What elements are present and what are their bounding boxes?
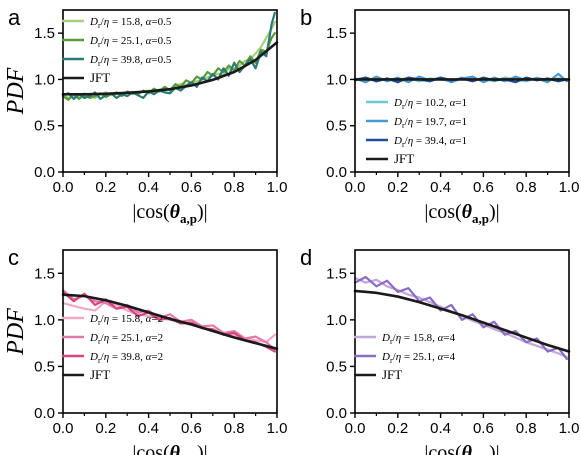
series-line-a-3 <box>61 41 279 96</box>
y-tick-label: 1.5 <box>326 25 347 42</box>
axes-frame <box>354 9 570 173</box>
x-axis-label: |cos(θa,p)| <box>424 201 499 226</box>
x-tick-label: 0.4 <box>430 179 451 196</box>
y-tick-label: 1.0 <box>326 312 347 329</box>
series-line-d-2 <box>353 289 571 353</box>
x-tick-label: 1.0 <box>267 179 288 196</box>
x-tick-label: 0.6 <box>181 420 202 437</box>
legend-entry: Dr/η = 15.8, α=4 <box>381 332 456 346</box>
x-tick-label: 0.8 <box>224 420 245 437</box>
y-tick-label: 0.5 <box>326 358 347 375</box>
x-tick-label: 0.0 <box>345 420 366 437</box>
legend-entry: Dr/η = 25.1, α=0.5 <box>89 35 172 49</box>
x-tick-label: 0.4 <box>430 420 451 437</box>
x-tick-label: 0.0 <box>53 420 74 437</box>
panel-label: c <box>8 245 19 270</box>
legend-entry: Dr/η = 19.7, α=1 <box>393 116 467 130</box>
x-tick-label: 0.2 <box>95 179 116 196</box>
y-tick-label: 0.0 <box>34 164 55 181</box>
x-tick-label: 0.6 <box>473 420 494 437</box>
x-axis-label: |cos(θa,p)| <box>424 442 499 455</box>
y-tick-label: 1.0 <box>34 71 55 88</box>
y-tick-label: 1.5 <box>34 265 55 282</box>
x-tick-label: 1.0 <box>559 420 580 437</box>
x-tick-label: 1.0 <box>559 179 580 196</box>
y-tick-label: 1.5 <box>34 25 55 42</box>
x-tick-label: 0.2 <box>387 420 408 437</box>
legend-entry: JFT <box>90 367 110 382</box>
x-tick-label: 0.0 <box>345 179 366 196</box>
y-tick-label: 1.5 <box>326 265 347 282</box>
x-tick-label: 0.2 <box>387 179 408 196</box>
legend-entry: Dr/η = 10.2, α=1 <box>393 97 467 111</box>
x-tick-label: 0.4 <box>138 420 159 437</box>
legend-entry: Dr/η = 15.8, α=0.5 <box>89 16 172 30</box>
legend-entry: JFT <box>90 70 110 85</box>
legend-entry: Dr/η = 39.8, α=2 <box>89 351 163 365</box>
chart-panel-d: 0.0 0.2 0.4 0.6 0.8 1.0 0.0 0.5 1.0 1.5 d |cos(θa,p… <box>300 245 580 455</box>
y-tick-label: 0.5 <box>326 118 347 135</box>
y-axis-label: PDF <box>3 67 29 115</box>
legend-entry: JFT <box>382 367 402 382</box>
x-tick-label: 1.0 <box>267 420 288 437</box>
legend-entry: Dr/η = 25.1, α=4 <box>381 351 456 365</box>
y-tick-label: 0.0 <box>326 164 347 181</box>
chart-panel-c: 0.0 0.2 0.4 0.6 0.8 1.0 0.0 0.5 1.0 1.5 c PDF |cos(θ… <box>3 245 288 455</box>
legend-entry: Dr/η = 39.4, α=1 <box>393 135 467 149</box>
panel-label: b <box>300 5 312 30</box>
x-tick-label: 0.6 <box>473 179 494 196</box>
x-tick-label: 0.8 <box>516 179 537 196</box>
y-tick-label: 0.0 <box>34 405 55 422</box>
y-tick-label: 0.0 <box>326 405 347 422</box>
x-axis-label: |cos(θa,p)| <box>132 442 207 455</box>
chart-panel-b: 0.0 0.2 0.4 0.6 0.8 1.0 0.0 0.5 1.0 1.5 b |cos(θa,p… <box>300 5 580 226</box>
y-tick-label: 0.5 <box>34 358 55 375</box>
x-tick-label: 0.2 <box>95 420 116 437</box>
panel-label: a <box>8 5 21 30</box>
y-tick-label: 1.0 <box>34 312 55 329</box>
legend-entry: Dr/η = 15.8, α=2 <box>89 313 163 327</box>
y-tick-label: 1.0 <box>326 71 347 88</box>
series-line-a-2 <box>61 11 276 100</box>
legend-entry: Dr/η = 25.1, α=2 <box>89 332 163 346</box>
x-axis-label: |cos(θa,p)| <box>132 201 207 226</box>
y-axis-label: PDF <box>3 308 29 356</box>
panel-label: d <box>300 245 312 270</box>
x-tick-label: 0.8 <box>516 420 537 437</box>
x-tick-label: 0.4 <box>138 179 159 196</box>
x-tick-label: 0.0 <box>53 179 74 196</box>
x-tick-label: 0.6 <box>181 179 202 196</box>
series-line-c-3 <box>61 293 279 351</box>
legend-entry: Dr/η = 39.8, α=0.5 <box>89 54 172 68</box>
y-tick-label: 0.5 <box>34 118 55 135</box>
legend-entry: JFT <box>394 151 414 166</box>
series-line-d-1 <box>353 275 568 361</box>
x-tick-label: 0.8 <box>224 179 245 196</box>
chart-panel-a: 0.0 0.2 0.4 0.6 0.8 1.0 0.0 0.5 1.0 1.5 a PDF |cos(θ… <box>3 5 288 226</box>
